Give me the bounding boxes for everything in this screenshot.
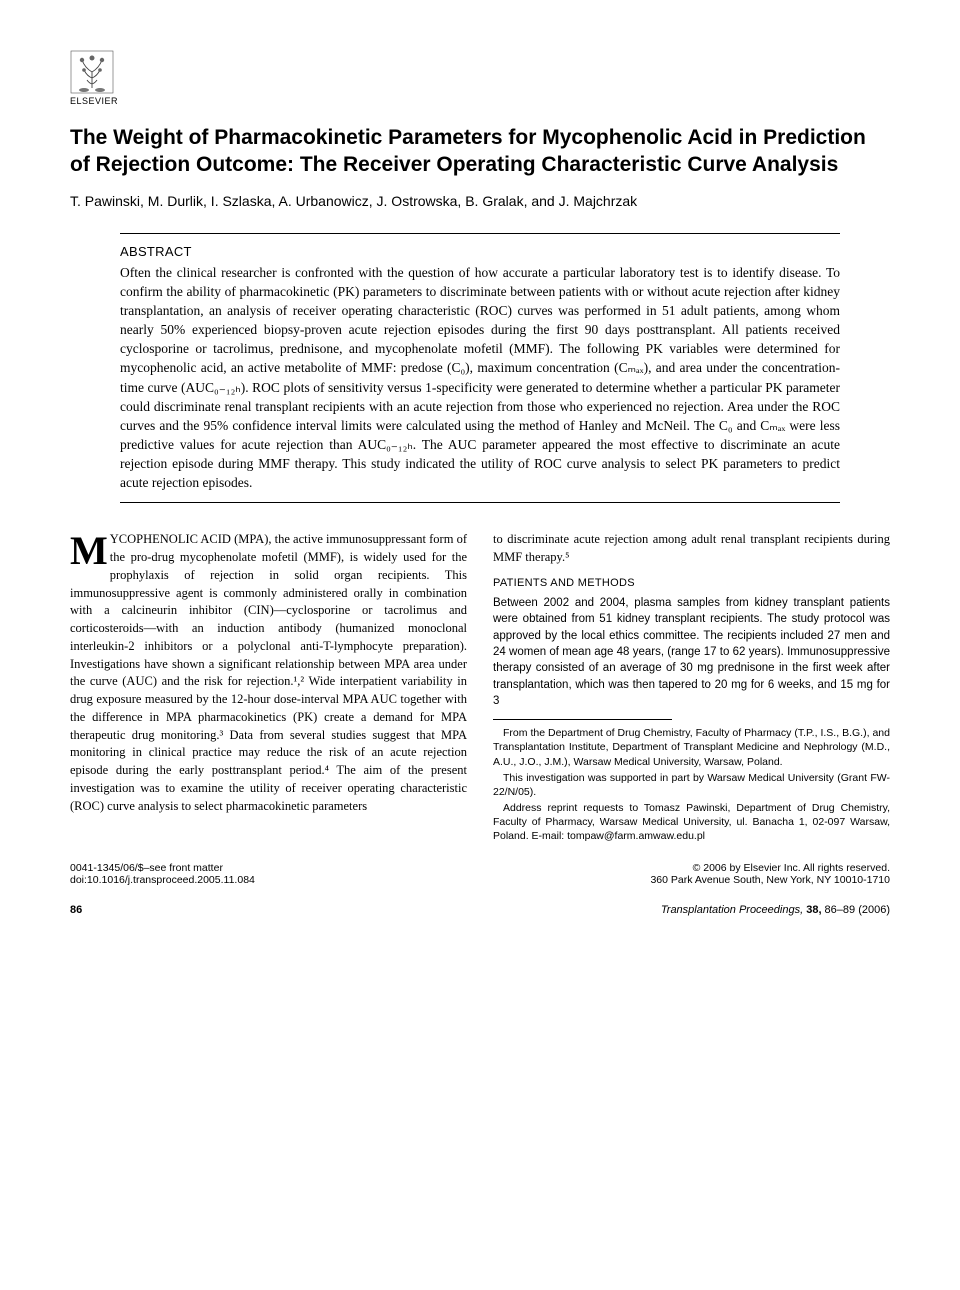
- author-list: T. Pawinski, M. Durlik, I. Szlaska, A. U…: [70, 193, 890, 209]
- issn-line: 0041-1345/06/$–see front matter: [70, 862, 255, 874]
- elsevier-tree-icon: [70, 50, 114, 94]
- footer-left: 0041-1345/06/$–see front matter doi:10.1…: [70, 862, 255, 886]
- methods-heading: PATIENTS AND METHODS: [493, 577, 890, 589]
- footer-meta-row: 0041-1345/06/$–see front matter doi:10.1…: [70, 862, 890, 886]
- left-column: MYCOPHENOLIC ACID (MPA), the active immu…: [70, 531, 467, 845]
- journal-name: Transplantation Proceedings,: [661, 904, 806, 916]
- affiliation-divider: [493, 719, 672, 720]
- publisher-logo: ELSEVIER: [70, 50, 890, 106]
- intro-continuation: to discriminate acute rejection among ad…: [493, 531, 890, 567]
- abstract-text: Often the clinical researcher is confron…: [120, 263, 840, 493]
- affiliation-2: This investigation was supported in part…: [493, 771, 890, 799]
- abstract-heading: ABSTRACT: [120, 244, 840, 259]
- intro-text: YCOPHENOLIC ACID (MPA), the active immun…: [70, 532, 467, 812]
- right-column: to discriminate acute rejection among ad…: [493, 531, 890, 845]
- intro-paragraph: MYCOPHENOLIC ACID (MPA), the active immu…: [70, 531, 467, 815]
- footer-right: © 2006 by Elsevier Inc. All rights reser…: [650, 862, 890, 886]
- journal-citation: Transplantation Proceedings, 38, 86–89 (…: [661, 904, 890, 916]
- methods-text: Between 2002 and 2004, plasma samples fr…: [493, 595, 890, 709]
- abstract-section: ABSTRACT Often the clinical researcher i…: [120, 233, 840, 504]
- volume-number: 38,: [806, 904, 821, 916]
- doi-line: doi:10.1016/j.transproceed.2005.11.084: [70, 874, 255, 886]
- body-columns: MYCOPHENOLIC ACID (MPA), the active immu…: [70, 531, 890, 845]
- affiliation-3: Address reprint requests to Tomasz Pawin…: [493, 801, 890, 844]
- page-range: 86–89 (2006): [822, 904, 891, 916]
- dropcap-letter: M: [70, 531, 110, 568]
- publisher-name: ELSEVIER: [70, 96, 890, 106]
- affiliation-1: From the Department of Drug Chemistry, F…: [493, 726, 890, 769]
- article-title: The Weight of Pharmacokinetic Parameters…: [70, 124, 890, 179]
- copyright-line: © 2006 by Elsevier Inc. All rights reser…: [650, 862, 890, 874]
- page-number: 86: [70, 904, 82, 916]
- address-line: 360 Park Avenue South, New York, NY 1001…: [650, 874, 890, 886]
- footer-bottom-row: 86 Transplantation Proceedings, 38, 86–8…: [70, 904, 890, 916]
